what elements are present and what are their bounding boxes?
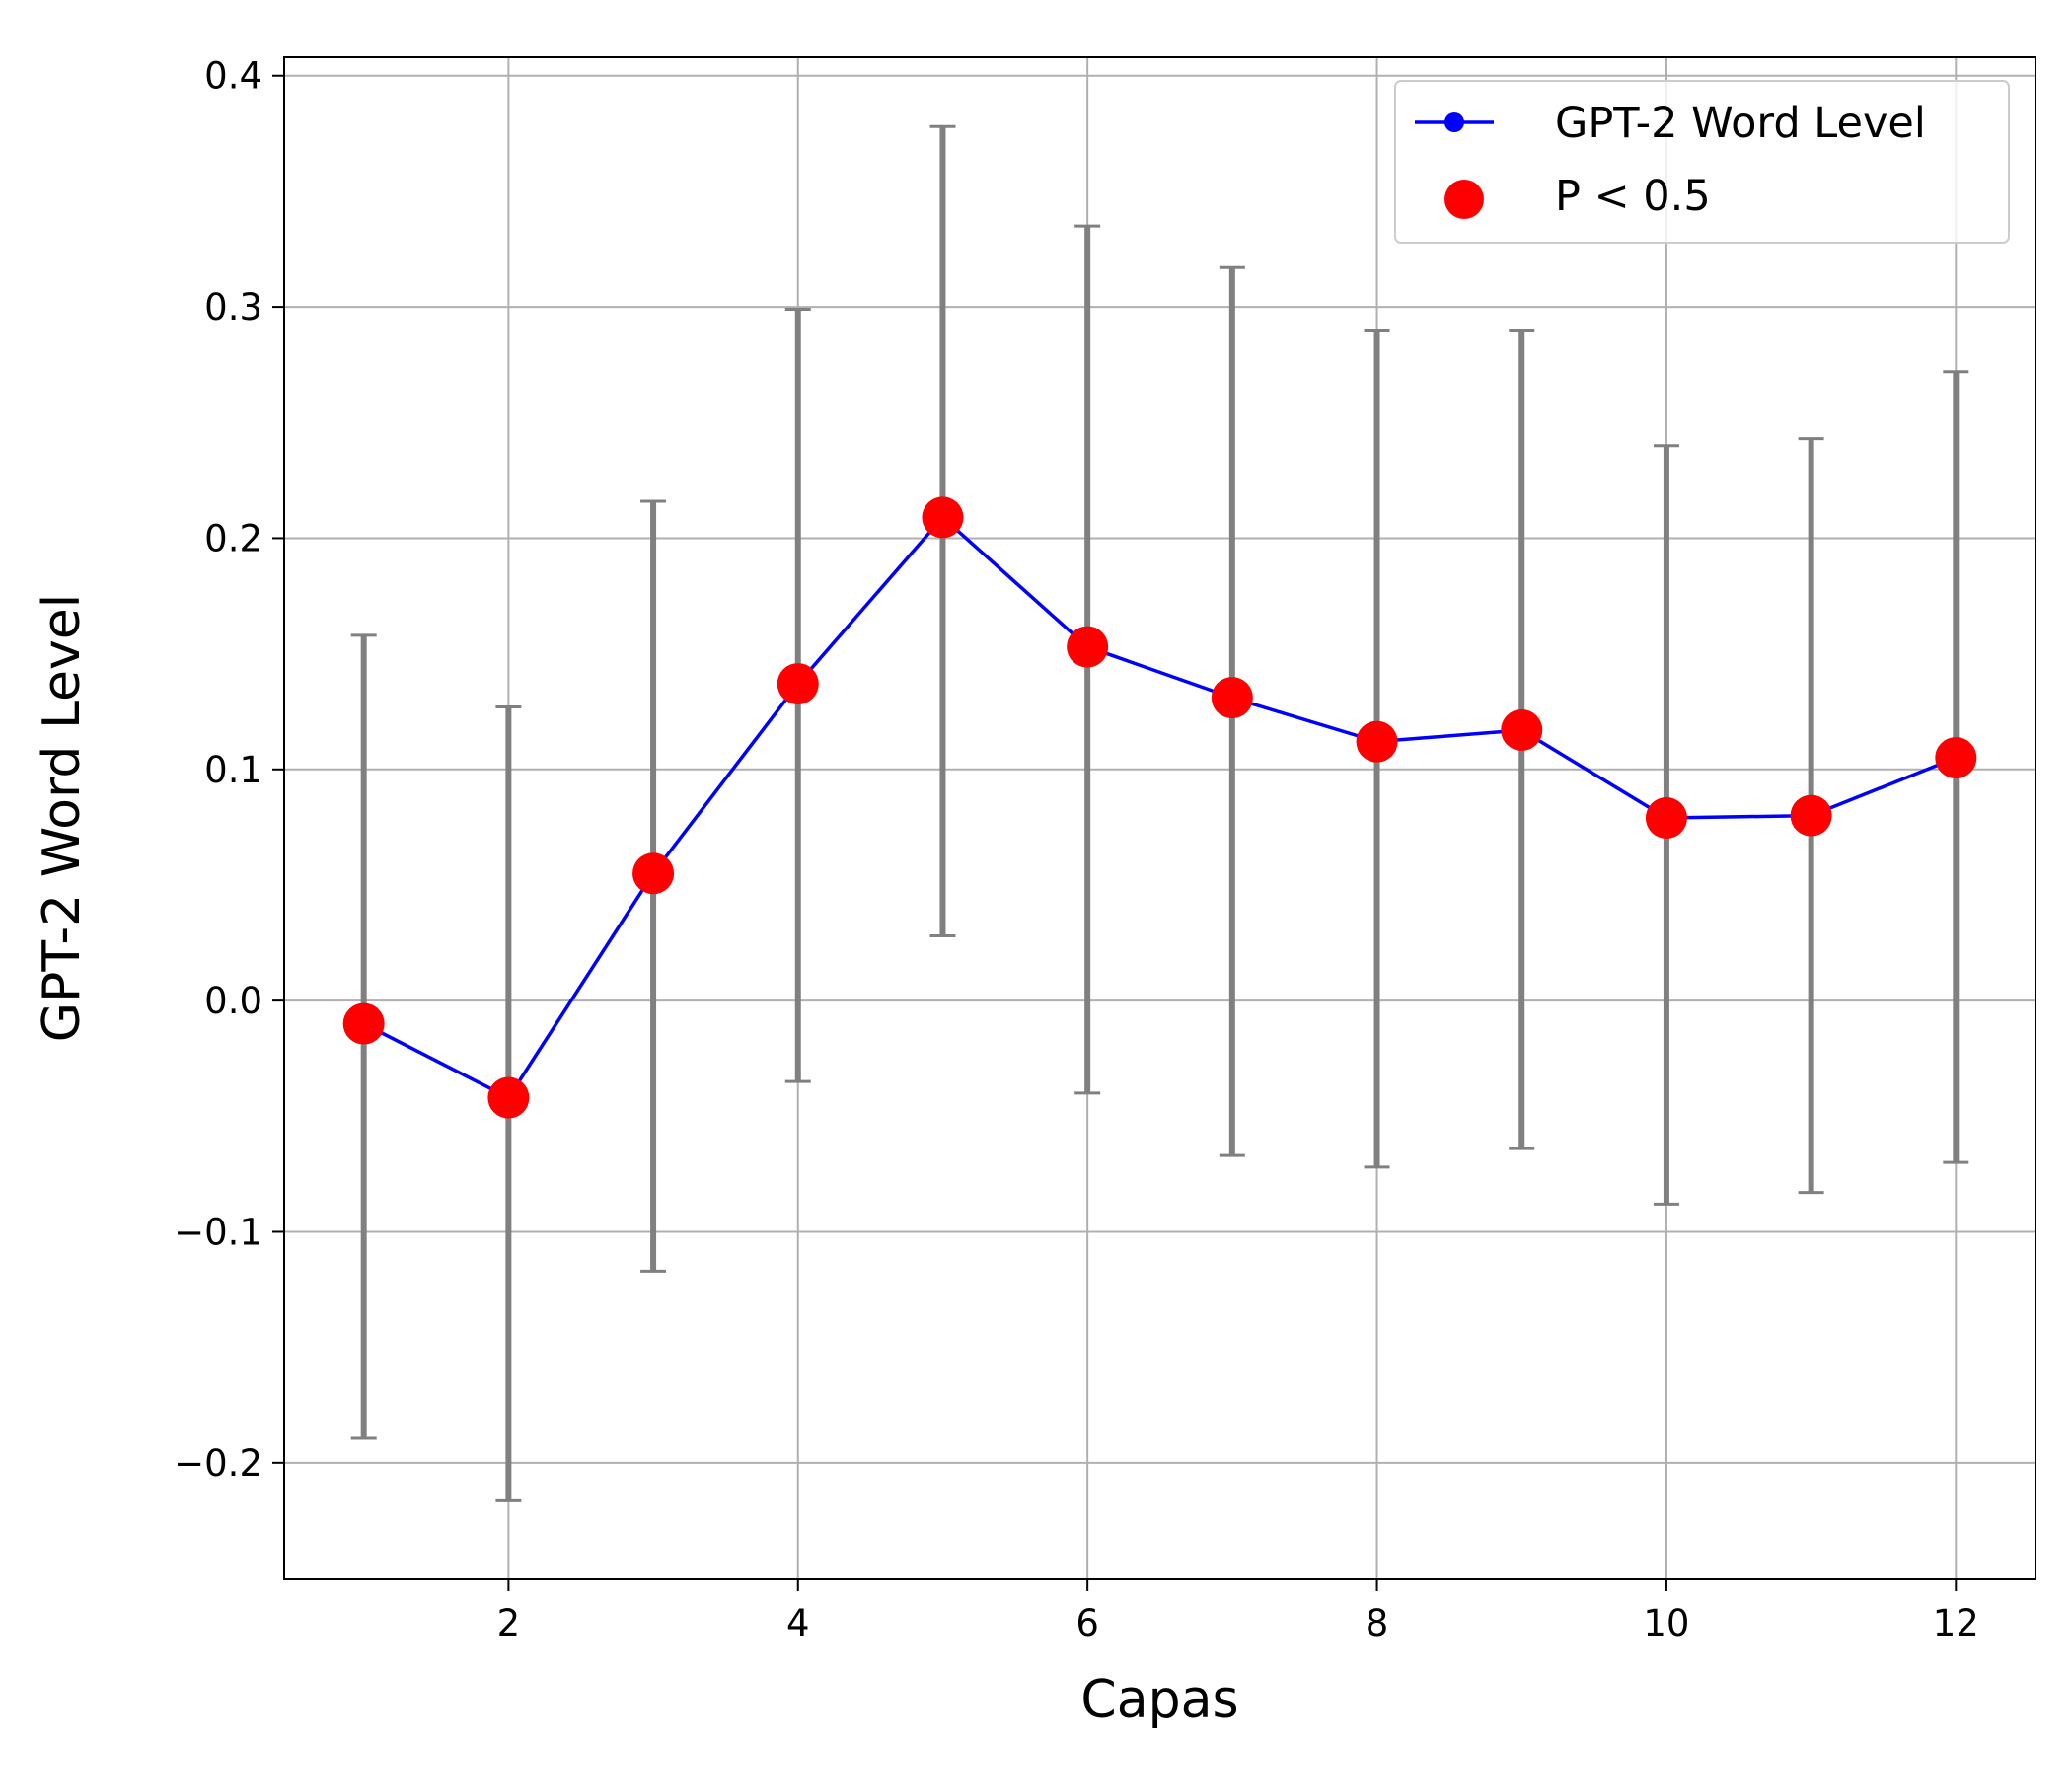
- y-axis: −0.2 −0.1 0.0 0.1 0.2 0.3 0.4: [174, 55, 284, 1485]
- data-point: [1501, 708, 1543, 751]
- x-tick-label: 10: [1643, 1602, 1689, 1645]
- y-tick-label: 0.3: [204, 286, 262, 329]
- legend-line-marker: [1444, 112, 1464, 132]
- data-point: [342, 1002, 385, 1045]
- x-tick-label: 12: [1933, 1602, 1979, 1645]
- data-point: [1790, 794, 1832, 837]
- x-tick-label: 2: [497, 1602, 521, 1645]
- x-axis: 2 4 6 8 10 12: [497, 1579, 1979, 1645]
- y-axis-title: GPT-2 Word Level: [33, 594, 92, 1042]
- plot-frame: [283, 56, 2036, 1580]
- data-point: [487, 1076, 530, 1119]
- y-tick-label: −0.1: [174, 1211, 262, 1253]
- x-tick-label: 8: [1366, 1602, 1389, 1645]
- data-point: [1067, 626, 1109, 668]
- data-point: [1645, 797, 1687, 839]
- data-point: [632, 852, 675, 895]
- series-line-gpt2-word-level: [362, 514, 1957, 1100]
- data-point: [922, 496, 964, 539]
- legend-label-gpt2-word-level: GPT-2 Word Level: [1555, 99, 1926, 148]
- data-point: [777, 663, 819, 705]
- x-axis-title: Capas: [1080, 1670, 1238, 1730]
- y-tick-label: 0.0: [204, 980, 262, 1022]
- data-point: [1935, 737, 1977, 779]
- y-tick-label: 0.2: [204, 517, 262, 559]
- x-tick-label: 4: [786, 1602, 810, 1645]
- data-point: [1356, 720, 1398, 763]
- legend-box: [1394, 80, 2010, 244]
- legend-label-p-value: P < 0.5: [1555, 172, 1711, 221]
- legend: GPT-2 Word Level P < 0.5: [1394, 80, 2010, 244]
- y-tick-label: −0.2: [174, 1443, 262, 1485]
- legend-scatter-marker: [1444, 180, 1484, 219]
- y-tick-label: 0.1: [204, 749, 262, 791]
- x-tick-label: 6: [1075, 1602, 1099, 1645]
- data-point: [1211, 677, 1253, 719]
- y-tick-label: 0.4: [204, 55, 262, 98]
- markers: [342, 496, 1977, 1119]
